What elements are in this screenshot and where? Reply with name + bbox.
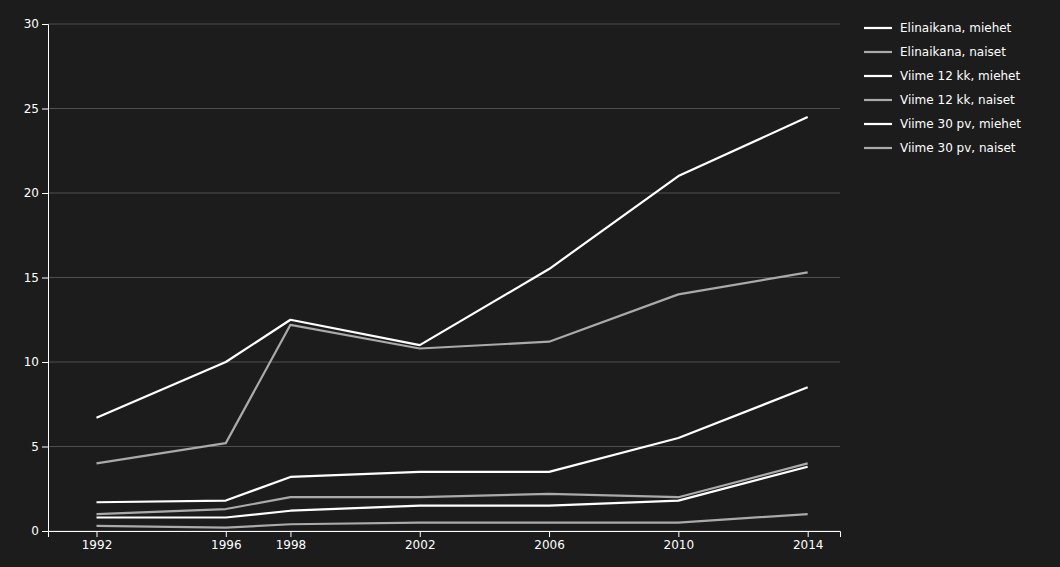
x-tick-label: 1992	[82, 538, 113, 552]
y-tick-label: 0	[31, 524, 39, 538]
legend-swatch	[864, 75, 892, 77]
x-tick: 1998	[276, 531, 307, 552]
legend-item: Elinaikana, miehet	[864, 21, 1012, 35]
y-tick-mark	[42, 109, 48, 110]
legend-label: Viime 12 kk, miehet	[900, 69, 1021, 83]
y-tick-label: 10	[24, 355, 39, 369]
y-tick: 20	[24, 186, 48, 200]
y-axis: 0 5 10 15 20 25 30	[24, 17, 49, 538]
legend-label: Viime 30 pv, naiset	[900, 141, 1016, 155]
series-line	[96, 514, 807, 528]
y-axis-line	[42, 25, 49, 532]
y-tick: 5	[31, 440, 48, 454]
y-tick-mark	[42, 24, 48, 25]
grid-line	[48, 193, 840, 194]
x-tick-mark	[290, 531, 291, 537]
x-tick: 2002	[405, 531, 436, 552]
y-tick-mark	[42, 531, 48, 532]
grid-line	[48, 108, 840, 109]
y-tick-mark	[42, 278, 48, 279]
plot: 1992 1996 1998 2002 2006 2010 2014 0 5 10 15 20 25 30	[24, 17, 841, 551]
series-line	[96, 467, 807, 518]
grid-line	[48, 362, 840, 363]
legend-item: Viime 30 pv, naiset	[864, 141, 1016, 155]
x-tick-label: 2006	[534, 538, 565, 552]
y-tick: 30	[24, 17, 48, 31]
x-axis: 1992 1996 1998 2002 2006 2010 2014	[49, 531, 841, 552]
x-tick-mark	[678, 531, 679, 537]
y-tick-label: 15	[24, 271, 39, 285]
grid-line	[48, 277, 840, 278]
y-tick: 25	[24, 102, 48, 116]
series-lines	[96, 117, 807, 528]
x-axis-line	[49, 532, 841, 538]
grid	[48, 24, 840, 531]
series-line	[96, 387, 807, 502]
x-tick: 1992	[82, 531, 113, 552]
series-line	[96, 117, 807, 418]
grid-line	[48, 446, 840, 447]
chart: 1992 1996 1998 2002 2006 2010 2014 0 5 10 15 20 25 30…	[0, 0, 1060, 567]
legend-swatch	[864, 99, 892, 101]
legend-item: Viime 30 pv, miehet	[864, 117, 1021, 131]
legend: Elinaikana, miehet Elinaikana, naiset Viim…	[864, 21, 1021, 155]
x-tick-mark	[549, 531, 550, 537]
legend-item: Viime 12 kk, naiset	[864, 93, 1015, 107]
legend-swatch	[864, 123, 892, 125]
y-tick: 0	[31, 524, 48, 538]
legend-swatch	[864, 51, 892, 53]
legend-swatch	[864, 27, 892, 29]
x-tick-mark	[808, 531, 809, 537]
y-tick-mark	[42, 193, 48, 194]
legend-item: Viime 12 kk, miehet	[864, 69, 1021, 83]
y-tick-label: 20	[24, 186, 39, 200]
x-tick: 2006	[534, 531, 565, 552]
y-tick-mark	[42, 447, 48, 448]
y-tick-label: 5	[31, 440, 39, 454]
y-tick-mark	[42, 362, 48, 363]
x-tick-mark	[96, 531, 97, 537]
x-tick-label: 1998	[276, 538, 307, 552]
legend-label: Elinaikana, naiset	[900, 45, 1006, 59]
series-line	[96, 272, 807, 463]
x-tick: 2010	[664, 531, 695, 552]
legend-swatch	[864, 147, 892, 149]
y-tick: 15	[24, 271, 48, 285]
y-tick: 10	[24, 355, 48, 369]
x-tick-label: 2002	[405, 538, 436, 552]
legend-label: Elinaikana, miehet	[900, 21, 1012, 35]
x-tick-mark	[420, 531, 421, 537]
legend-item: Elinaikana, naiset	[864, 45, 1006, 59]
y-tick-label: 30	[24, 17, 39, 31]
x-tick: 2014	[793, 531, 824, 552]
background	[0, 0, 1060, 567]
x-tick-label: 1996	[211, 538, 242, 552]
legend-label: Viime 30 pv, miehet	[900, 117, 1021, 131]
grid-line	[48, 24, 840, 25]
y-tick-label: 25	[24, 102, 39, 116]
x-tick-label: 2010	[664, 538, 695, 552]
legend-label: Viime 12 kk, naiset	[900, 93, 1015, 107]
x-tick: 1996	[211, 531, 242, 552]
x-tick-label: 2014	[793, 538, 824, 552]
x-tick-mark	[226, 531, 227, 537]
